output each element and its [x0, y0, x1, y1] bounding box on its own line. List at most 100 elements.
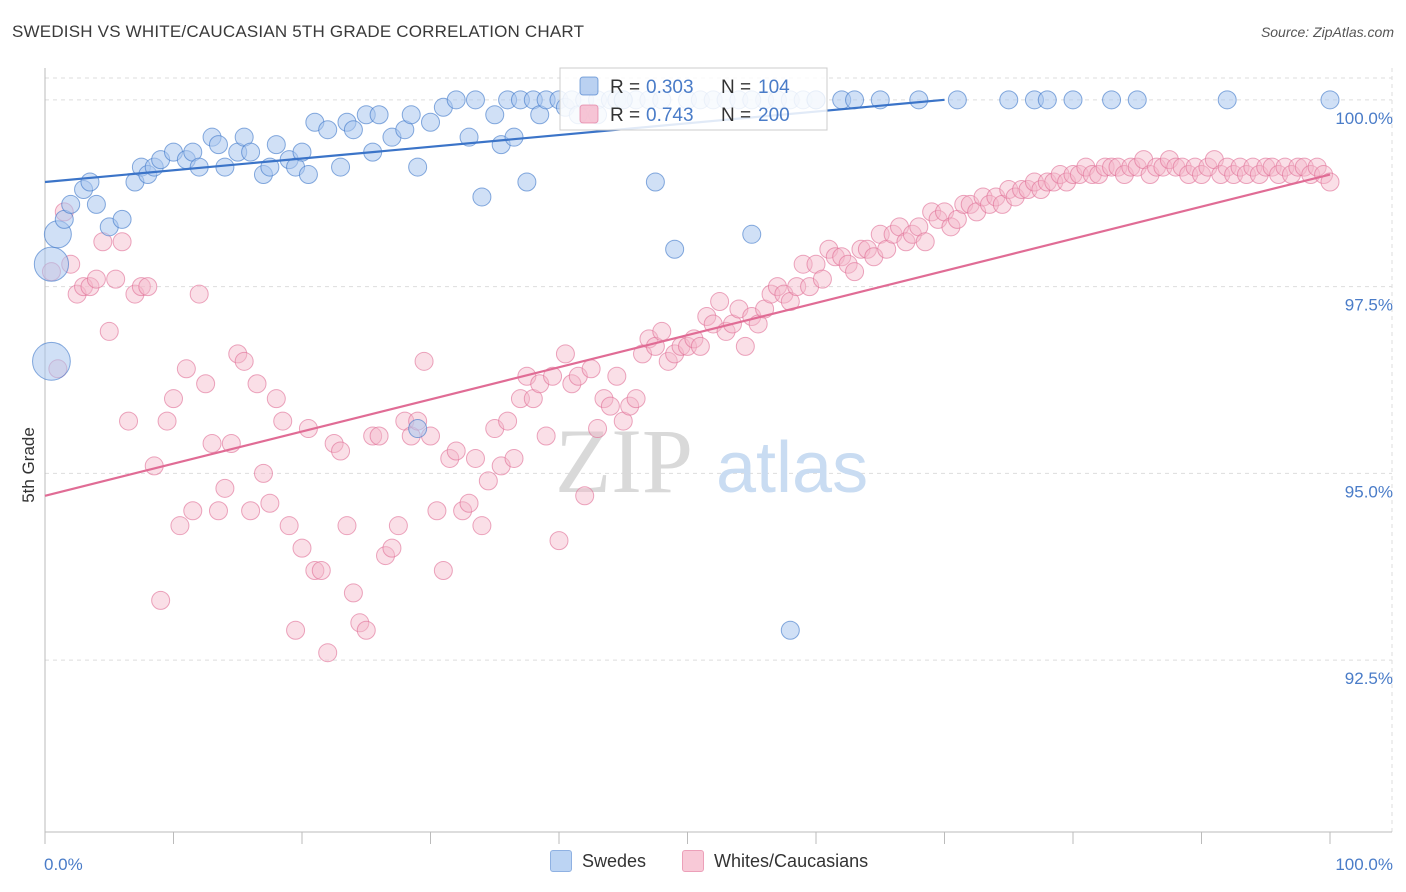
point-whites [626, 389, 646, 409]
legend-item-whites: Whites/Caucasians [682, 850, 868, 872]
point-swedes [485, 105, 505, 125]
point-whites [504, 448, 524, 468]
y-axis-label: 5th Grade [19, 427, 38, 503]
point-whites [273, 411, 293, 431]
point-whites [465, 448, 485, 468]
point-whites [305, 561, 325, 581]
point-swedes [665, 239, 685, 259]
legend-swatch-swedes [550, 850, 572, 872]
point-whites [588, 419, 608, 439]
source-label: Source: ZipAtlas.com [1260, 24, 1394, 40]
point-whites [845, 262, 865, 282]
chart-title: SWEDISH VS WHITE/CAUCASIAN 5TH GRADE COR… [12, 22, 585, 41]
point-whites [311, 561, 331, 581]
point-whites [183, 501, 203, 521]
point-whites [1307, 157, 1327, 177]
point-whites [112, 232, 132, 252]
point-swedes [401, 105, 421, 125]
tick-labels: 92.5% 95.0% 97.5% 100.0% 0.0% 100.0% [44, 109, 1393, 874]
stats-legend: R = 0.303 N = 104 R = 0.743 N = 200 [559, 67, 828, 131]
point-whites [658, 351, 678, 371]
point-whites [151, 590, 171, 610]
point-swedes [472, 187, 492, 207]
point-whites [388, 516, 408, 536]
point-whites [1314, 165, 1334, 185]
y-tick-label: 97.5% [1345, 296, 1393, 315]
point-whites [234, 351, 254, 371]
point-swedes [266, 135, 286, 155]
point-swedes [504, 127, 524, 147]
point-whites [697, 306, 717, 326]
point-whites [208, 501, 228, 521]
stats-r-label: R = [610, 77, 640, 98]
axes [44, 68, 1392, 844]
point-swedes [446, 90, 466, 110]
point-swedes [241, 142, 261, 162]
point-swedes [86, 194, 106, 214]
point-swedes [318, 120, 338, 140]
point-whites [157, 411, 177, 431]
point-whites [86, 269, 106, 289]
point-whites [812, 269, 832, 289]
point-whites [440, 448, 460, 468]
point-whites [767, 277, 787, 297]
point-whites [896, 232, 916, 252]
point-whites [170, 516, 190, 536]
point-swedes [645, 172, 665, 192]
point-swedes [465, 90, 485, 110]
point-whites [337, 516, 357, 536]
point-whites [433, 561, 453, 581]
point-whites [838, 254, 858, 274]
stats-n-label: N = [721, 77, 751, 98]
point-whites [189, 284, 209, 304]
stats-r-value: 0.303 [646, 77, 694, 98]
point-swedes [1037, 90, 1057, 110]
stats-swatch [579, 76, 599, 96]
stats-n-value: 104 [758, 77, 790, 98]
y-tick-label: 100.0% [1335, 109, 1393, 128]
point-whites [941, 217, 961, 237]
point-whites [324, 434, 344, 453]
point-whites [350, 613, 370, 633]
point-whites [356, 620, 376, 640]
point-whites [1192, 165, 1211, 185]
legend-swatch-whites [682, 850, 705, 872]
point-whites [581, 359, 601, 379]
x-tick-label-end: 100.0% [1335, 855, 1393, 874]
point-whites [99, 321, 119, 341]
point-swedes [1320, 90, 1340, 110]
y-tick-label: 95.0% [1345, 482, 1393, 501]
point-whites [253, 463, 273, 483]
point-whites [1320, 172, 1340, 192]
point-swedes [408, 157, 428, 177]
x-tick-label-start: 0.0% [44, 855, 83, 874]
point-whites [241, 501, 261, 521]
stats-legend-frame [559, 67, 828, 131]
point-swedes [33, 246, 70, 282]
point-whites [915, 232, 935, 252]
point-whites [857, 239, 877, 259]
point-swedes [331, 157, 351, 177]
point-whites [832, 247, 852, 267]
point-whites [652, 321, 672, 341]
point-whites [575, 486, 595, 506]
point-swedes [1063, 90, 1083, 110]
point-whites [106, 269, 126, 289]
legend-item-swedes: Swedes [550, 850, 646, 872]
point-swedes [999, 90, 1019, 110]
watermark-zip: ZIP [555, 410, 693, 512]
point-swedes [742, 224, 762, 244]
point-whites [607, 366, 627, 386]
series-whites-points [41, 150, 1340, 663]
point-whites [427, 501, 447, 521]
stats-n-value: 200 [758, 105, 790, 126]
point-swedes [408, 419, 428, 439]
point-swedes [459, 127, 479, 147]
point-whites [594, 389, 614, 409]
point-whites [620, 396, 640, 416]
point-whites [279, 516, 299, 536]
point-whites [292, 538, 312, 558]
point-whites [369, 426, 389, 446]
point-whites [131, 277, 151, 297]
